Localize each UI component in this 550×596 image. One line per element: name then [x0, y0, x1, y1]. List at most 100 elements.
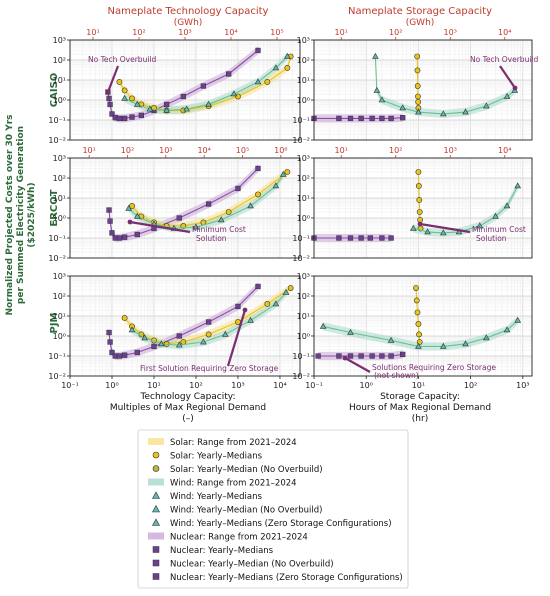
- wind-point: [282, 288, 290, 295]
- annotation-arrow: [344, 357, 371, 373]
- x-label-left-1: Technology Capacity:: [140, 392, 236, 402]
- nuclear-point: [255, 165, 261, 172]
- nuclear-point: [109, 111, 115, 117]
- nuclear-point: [163, 101, 170, 108]
- y-tick-label: 10³: [53, 36, 66, 45]
- nuclear-point: [336, 235, 342, 241]
- nuclear-point: [107, 339, 113, 345]
- solar-point: [205, 331, 212, 338]
- row-label-caiso: CAISO: [49, 73, 60, 108]
- wind-series-line: [124, 56, 288, 112]
- wind-point: [141, 334, 148, 341]
- solar-point: [415, 183, 422, 189]
- nuclear-point: [176, 215, 182, 221]
- plot-frame: [69, 275, 301, 377]
- wind-point: [247, 316, 254, 323]
- x-label-left-2: Multiples of Max Regional Demand: [110, 403, 266, 413]
- solar-point: [121, 315, 128, 321]
- y-tick-label: 10³: [53, 154, 66, 163]
- legend-item: Nuclear: Yearly–Medians: [152, 546, 274, 556]
- nuclear-point: [358, 353, 364, 359]
- solar-point: [415, 169, 422, 175]
- wind-point: [462, 340, 469, 347]
- solar-point: [415, 321, 422, 327]
- annotation-arrow-head: [105, 89, 111, 95]
- wind-point: [439, 229, 447, 236]
- y-tick-label: 10⁰: [297, 214, 310, 223]
- nuclear-point: [388, 235, 394, 241]
- legend-label: Wind: Yearly–Median (No Overbuild): [170, 506, 322, 516]
- solar-point: [225, 209, 232, 215]
- legend-label: Wind: Yearly–Medians: [170, 492, 262, 502]
- annotation-arrow-head: [242, 307, 248, 313]
- annotation-min-cost-right-2: Solution: [476, 234, 507, 243]
- top-tick-label: 10²: [132, 28, 145, 37]
- y-tick-label: 10⁻²: [48, 254, 66, 263]
- legend-item: Solar: Range from 2021–2024: [148, 438, 297, 448]
- wind-point: [503, 202, 511, 209]
- nuclear-point: [235, 303, 241, 310]
- nuclear-point: [379, 353, 385, 359]
- right-top-unit: (GWh): [406, 18, 435, 28]
- nuclear-point: [151, 343, 157, 350]
- nuclear-point: [400, 351, 406, 358]
- x-tick-label: 10²: [464, 381, 477, 390]
- y-tick-label: 10²: [297, 292, 310, 301]
- legend-item: Solar: Yearly–Medians: [152, 452, 263, 462]
- nuclear-point: [121, 115, 128, 122]
- solar-point: [413, 297, 420, 304]
- top-tick-label: 10¹: [335, 28, 348, 37]
- top-tick-label: 10³: [444, 146, 457, 155]
- legend-swatch-band: [148, 438, 164, 445]
- y-tick-label: 10²: [53, 56, 66, 65]
- solar-point: [129, 95, 135, 102]
- wind-point: [272, 64, 280, 71]
- nuclear-point: [336, 353, 342, 359]
- panel-ercot-storage: 10⁻² 10⁻¹ 10⁰ 10¹ 10² 10³ 10¹ 10² 10³ 10⁴: [292, 146, 533, 263]
- wind-range-band: [128, 170, 284, 233]
- plot-area: [70, 276, 300, 376]
- annotation-min-cost-right-1: Minimum Cost: [472, 225, 526, 234]
- top-tick-label: 10²: [389, 146, 402, 155]
- row-label-ercot: ERCOT: [49, 189, 60, 226]
- annotation-arrow-head: [127, 219, 133, 225]
- top-tick-label: 10³: [178, 28, 191, 37]
- row-label-pjm: PJM: [49, 312, 60, 333]
- nuclear-point: [347, 235, 354, 241]
- nuclear-range-band: [109, 164, 259, 243]
- legend-label: Solar: Range from 2021–2024: [170, 438, 297, 448]
- legend-label: Wind: Range from 2021–2024: [170, 479, 297, 489]
- nuclear-point: [121, 234, 128, 240]
- wind-point: [372, 52, 379, 59]
- legend-label: Solar: Yearly–Medians: [170, 452, 263, 462]
- nuclear-point: [106, 329, 112, 336]
- nuclear-point: [129, 114, 135, 120]
- nuclear-point: [388, 353, 394, 359]
- solar-point: [416, 331, 422, 338]
- x-tick-label: 10⁰: [105, 381, 118, 390]
- top-tick-label: 10⁴: [498, 146, 511, 155]
- panel-caiso-storage: 10⁻² 10⁻¹ 10⁰ 10¹ 10² 10³ 10¹ 10² 10³ 10⁴: [292, 28, 533, 145]
- legend-item: Nuclear: Range from 2021–2024: [148, 532, 308, 543]
- solar-point: [116, 79, 123, 85]
- top-tick-label: 10⁴: [197, 146, 210, 155]
- y-tick-label: 10⁰: [297, 332, 310, 341]
- top-tick-label: 10²: [121, 146, 134, 155]
- solar-point: [264, 301, 271, 307]
- nuclear-point: [315, 353, 321, 359]
- nuclear-point: [255, 47, 261, 54]
- solar-point: [414, 67, 421, 74]
- wind-point: [439, 342, 447, 349]
- x-tick-label: 10⁴: [273, 381, 286, 390]
- legend-swatch-square: [152, 546, 160, 553]
- x-tick-label: 10⁻¹: [61, 381, 79, 390]
- nuclear-point: [379, 115, 385, 122]
- left-top-title: Nameplate Technology Capacity: [108, 6, 269, 17]
- y-tick-label: 10⁰: [53, 96, 66, 105]
- nuclear-point: [358, 115, 364, 122]
- y-tick-label: 10⁻²: [292, 136, 310, 145]
- wind-point: [410, 224, 417, 231]
- plot-frame: [69, 157, 301, 259]
- wind-point: [514, 316, 522, 323]
- legend-frame: [137, 429, 409, 589]
